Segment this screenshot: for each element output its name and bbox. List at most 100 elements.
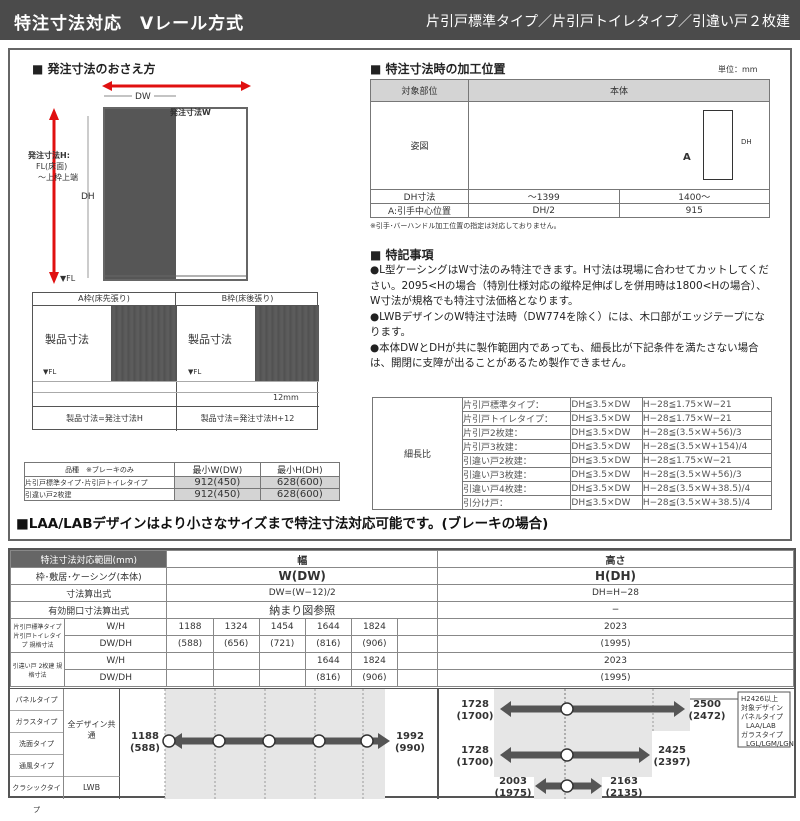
frame-a-formula: 製品寸法=発注寸法H bbox=[66, 414, 143, 423]
ratio-h: H−28≦(3.5×W+56)/3 bbox=[641, 425, 773, 440]
h-note-line: LAA/LAB bbox=[746, 722, 776, 730]
frame-a-title: A枠(床先張り) bbox=[33, 293, 176, 306]
type-item: パネルタイプ bbox=[10, 689, 63, 711]
dh-row-high: 1400〜 bbox=[618, 189, 770, 204]
std-dw: (906) bbox=[350, 635, 399, 653]
order-diagram bbox=[49, 81, 251, 284]
ratio-dh: DH≦3.5×DW bbox=[570, 425, 643, 440]
position-table: 対象部位 本体 姿図 DH A DH寸法 〜1399 1400〜 A:引手中心位置 DH… bbox=[370, 79, 770, 218]
frame-b-fl: ▼FL bbox=[188, 368, 202, 376]
notes-heading: ■ 特記事項 bbox=[370, 248, 434, 262]
range-chart-area: パネルタイプ ガラスタイプ 洗面タイプ 通風タイプ クラシックタイプ 全デザイン… bbox=[10, 688, 794, 814]
sliding-label: 引違い戸 2枚建 規格寸法 bbox=[10, 652, 65, 687]
col-target: 対象部位 bbox=[370, 79, 469, 102]
height-max: 2500 bbox=[693, 699, 721, 710]
sliding-dw: (816) bbox=[304, 669, 352, 687]
w-cell: W(DW) bbox=[166, 567, 438, 585]
ratio-dh: DH≦3.5×DW bbox=[570, 481, 643, 496]
ratio-dh: DH≦3.5×DW bbox=[570, 453, 643, 468]
order-heading: ■ 発注寸法のおさえ方 bbox=[32, 62, 156, 76]
width-max-dw: (990) bbox=[395, 743, 425, 754]
height-min: 2003 bbox=[499, 776, 527, 787]
h-note-line: パネルタイプ bbox=[741, 712, 783, 721]
a-row-label: A:引手中心位置 bbox=[370, 203, 469, 218]
size-marker bbox=[560, 702, 574, 716]
figure-label: 姿図 bbox=[370, 101, 469, 190]
min-row-type: 引違い戸2枚建 bbox=[24, 488, 175, 501]
height-min: 1728 bbox=[461, 699, 489, 710]
dh-row-label: DH寸法 bbox=[370, 189, 469, 204]
dh-row-low: 〜1399 bbox=[468, 189, 620, 204]
ratio-type: 引違い戸3枚建： bbox=[461, 467, 572, 482]
ratio-dh: DH≦3.5×DW bbox=[570, 439, 643, 454]
height-min-d: (1700) bbox=[457, 711, 494, 722]
ratio-type: 引違い戸2枚建： bbox=[461, 453, 572, 468]
page-subtitle: 片引戸標準タイプ／片引戸トイレタイプ／引違い戸２枚建 bbox=[426, 14, 790, 30]
order-h-top: 〜上枠上端 bbox=[38, 173, 78, 182]
height-max: 2425 bbox=[658, 745, 686, 756]
ratio-row: 引違い戸4枚建： DH≦3.5×DW H−28≦(3.5×W+38.5)/4 bbox=[373, 481, 773, 496]
ratio-row: 片引戸2枚建： DH≦3.5×DW H−28≦(3.5×W+56)/3 bbox=[373, 425, 773, 440]
size-marker bbox=[560, 748, 574, 762]
ratio-h: H−28≦(3.5×W+38.5)/4 bbox=[641, 481, 773, 496]
ratio-row: 引分け戸： DH≦3.5×DW H−28≦(3.5×W+38.5)/4 bbox=[373, 495, 773, 510]
std-w: 1644 bbox=[304, 618, 352, 636]
ratio-type: 片引戸3枚建： bbox=[461, 439, 572, 454]
ratio-row: 引違い戸2枚建： DH≦3.5×DW H−28≦1.75×W−21 bbox=[373, 453, 773, 468]
frame-comparison: A枠(床先張り) B枠(床後張り) 製品寸法 製品寸法 ▼FL ▼FL 12mm… bbox=[32, 292, 319, 431]
size-marker bbox=[212, 734, 226, 748]
min-row-w: 912(450) bbox=[174, 488, 261, 501]
sliding-dh: (1995) bbox=[437, 669, 794, 687]
min-row-h: 628(600) bbox=[259, 488, 341, 501]
position-heading: ■ 特注寸法時の加工位置 bbox=[370, 62, 506, 76]
height-max-d: (2472) bbox=[689, 711, 726, 722]
ratio-h: H−28≦1.75×W−21 bbox=[641, 397, 773, 412]
frame-a-label: 製品寸法 bbox=[45, 333, 89, 346]
col-body: 本体 bbox=[468, 79, 770, 102]
note-item: ●L型ケーシングはW寸法のみ特注できます。H寸法は現場に合わせてカットしてくださ… bbox=[370, 264, 769, 307]
h-note-line: LGL/LGM/LGN bbox=[746, 740, 794, 748]
height-min: 1728 bbox=[461, 745, 489, 756]
min-row-w: 912(450) bbox=[174, 476, 261, 489]
ratio-row: 細長比 片引戸標準タイプ： DH≦3.5×DW H−28≦1.75×W−21 bbox=[372, 397, 773, 510]
wh-label: W/H bbox=[63, 652, 168, 670]
min-header-h: 最小H(DH) bbox=[259, 462, 341, 477]
std-dw: (588) bbox=[166, 635, 214, 653]
range-chart: 1188(588)1992(990)1728(1700)2500(2472)17… bbox=[130, 689, 794, 799]
ratio-h: H−28≦1.75×W−21 bbox=[641, 453, 773, 468]
std-w: 1188 bbox=[166, 618, 214, 636]
height-head: 高さ bbox=[437, 550, 794, 568]
std-label: 片引戸標準タイプ 片引戸トイレタイプ 規格寸法 bbox=[10, 618, 65, 653]
door-figure bbox=[703, 110, 733, 180]
ratio-type: 引分け戸： bbox=[461, 495, 572, 510]
header-bar: 特注寸法対応 Vレール方式 片引戸標準タイプ／片引戸トイレタイプ／引違い戸２枚建 bbox=[0, 0, 800, 40]
std-w: 1824 bbox=[350, 618, 399, 636]
frame-b-title: B枠(床後張り) bbox=[176, 293, 319, 306]
height-max-d: (2135) bbox=[606, 788, 643, 799]
sliding-dw: (906) bbox=[350, 669, 399, 687]
order-h-fl: FL(床面) bbox=[36, 162, 68, 171]
ratio-row: 片引戸3枚建： DH≦3.5×DW H−28≦(3.5×W+154)/4 bbox=[373, 439, 773, 454]
order-h-label: 発注寸法H: FL(床面) 〜上枠上端 bbox=[28, 150, 78, 183]
std-dw: (656) bbox=[212, 635, 260, 653]
page-title: 特注寸法対応 Vレール方式 bbox=[14, 14, 245, 34]
size-marker bbox=[312, 734, 326, 748]
min-row-type: 片引戸標準タイプ･片引戸トイレタイプ bbox=[24, 476, 175, 489]
size-marker bbox=[560, 779, 574, 793]
w-cell: DW=(W−12)/2 bbox=[166, 584, 438, 602]
std-dw: (816) bbox=[304, 635, 352, 653]
height-max-d: (2397) bbox=[654, 757, 691, 768]
height-range-shade bbox=[494, 689, 690, 799]
std-h: 2023 bbox=[437, 618, 794, 636]
arrow-head bbox=[591, 778, 602, 794]
range-table: 特注寸法対応範囲(mm) 幅高さ 枠･敷居･ケーシング(本体) W(DW) H(DH)… bbox=[8, 548, 796, 814]
frame-a-fl: ▼FL bbox=[43, 368, 57, 376]
std-dw: (721) bbox=[258, 635, 306, 653]
width-head: 幅 bbox=[166, 550, 438, 568]
dw-label: DW bbox=[132, 92, 154, 102]
width-min-dw: (588) bbox=[130, 743, 160, 754]
spec-panel bbox=[8, 48, 792, 541]
min-header-type: 品種 ※ブレーキのみ bbox=[24, 462, 175, 477]
ratio-type: 引違い戸4枚建： bbox=[461, 481, 572, 496]
ratio-type: 片引戸標準タイプ： bbox=[461, 397, 572, 412]
